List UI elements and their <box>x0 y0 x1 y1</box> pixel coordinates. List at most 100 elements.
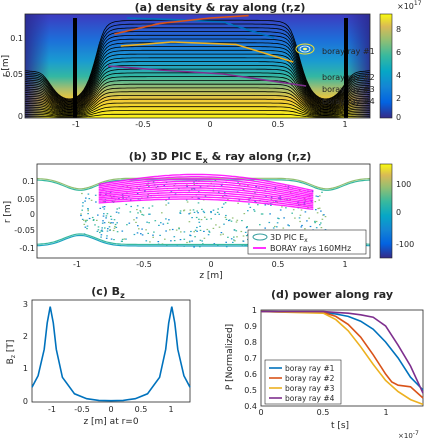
pic-dot <box>92 219 95 221</box>
panel-a-ytick: 0.1 <box>10 34 23 43</box>
pic-dot <box>102 215 105 217</box>
pic-dot <box>257 204 259 206</box>
pic-dot <box>216 211 219 213</box>
pic-dot <box>189 209 192 211</box>
pic-dot <box>100 230 102 232</box>
pic-dot <box>137 225 139 227</box>
pic-dot <box>168 197 170 199</box>
pic-dot <box>272 227 275 229</box>
pic-dot <box>233 236 235 238</box>
pic-dot <box>86 225 89 227</box>
pic-dot <box>193 246 195 248</box>
pic-dot <box>107 228 109 230</box>
pic-dot <box>299 214 302 216</box>
pic-dot <box>291 212 293 214</box>
pic-dot <box>185 199 188 201</box>
pic-dot <box>309 225 312 228</box>
pic-dot <box>195 216 198 219</box>
pic-dot <box>101 229 103 231</box>
pic-dot <box>270 204 272 206</box>
field-line <box>25 61 370 108</box>
field-line <box>25 38 370 103</box>
pic-dot <box>208 230 210 232</box>
pic-dot <box>222 233 224 235</box>
pic-dot <box>278 218 280 220</box>
panel-a-xtick: 0 <box>207 120 212 129</box>
pic-dot <box>303 203 306 205</box>
field-line <box>25 68 370 109</box>
pic-dot <box>161 212 163 214</box>
pic-dot <box>196 226 198 229</box>
pic-dot <box>204 195 207 197</box>
panel-a-xtick: 0.5 <box>272 120 285 129</box>
pic-dot <box>179 212 182 214</box>
pic-dot <box>235 230 238 232</box>
panel-c-ytick: 1 <box>23 364 28 373</box>
field-line <box>25 113 370 118</box>
pic-dot <box>86 228 88 230</box>
pic-dot <box>214 213 217 215</box>
pic-dot <box>137 212 139 214</box>
panel-c-frame <box>31 299 191 403</box>
pic-dot <box>191 240 193 242</box>
pic-dot <box>81 192 83 195</box>
pic-dot <box>197 197 200 199</box>
pic-dot <box>108 221 110 223</box>
pic-dot <box>129 187 132 189</box>
pic-dot <box>320 222 322 224</box>
pic-dot <box>149 213 151 215</box>
pic-dot <box>318 207 321 209</box>
panel-b-ytick: 0.1 <box>22 177 35 186</box>
pic-dot <box>255 186 257 188</box>
panel-b-legend: 3D PIC Ex BORAY rays 160MHz <box>247 229 367 255</box>
pic-dot <box>99 207 102 209</box>
pic-dot <box>162 223 165 225</box>
field-line <box>25 95 370 114</box>
field-line <box>25 110 370 117</box>
pic-dot <box>105 217 107 219</box>
pic-dot <box>221 206 224 208</box>
pic-dot <box>228 219 230 222</box>
svg-text:×10-7: ×10-7 <box>398 430 419 440</box>
pic-dot <box>103 222 106 224</box>
pic-dot <box>225 241 227 243</box>
pic-dot <box>270 196 273 198</box>
pic-dot <box>191 217 193 219</box>
pic-dot <box>236 219 239 221</box>
pic-dot <box>224 202 227 204</box>
panel-b-xtick: 0.5 <box>272 260 285 269</box>
colorbar-a-tick: 0 <box>396 113 401 122</box>
pic-dot <box>199 229 202 231</box>
panel-b-ytick: 0 <box>30 210 35 219</box>
bz-curve <box>31 306 191 402</box>
pic-dot <box>121 230 124 232</box>
pic-dot <box>80 213 82 215</box>
pic-dot <box>245 235 248 237</box>
pic-dot <box>199 225 201 227</box>
boray-ray-b <box>98 173 314 192</box>
pic-dot <box>140 233 142 235</box>
pic-dot <box>136 232 139 234</box>
pic-dot <box>104 227 106 229</box>
pic-dot <box>136 209 138 211</box>
pic-dot <box>106 213 109 215</box>
pic-dot <box>99 231 101 234</box>
pic-dot <box>125 203 128 206</box>
pic-dot <box>173 240 176 242</box>
pic-dot <box>100 234 103 236</box>
pic-dot <box>198 221 201 223</box>
pic-dot <box>81 209 83 211</box>
pic-dot <box>230 220 233 222</box>
pic-dot <box>109 222 112 224</box>
pic-dot <box>113 219 116 221</box>
pic-dot <box>158 224 160 226</box>
pic-dot <box>315 195 318 197</box>
pic-dot <box>315 209 317 211</box>
pic-dot <box>243 213 246 215</box>
pic-dot <box>100 236 102 238</box>
pic-dot <box>151 205 154 207</box>
pic-dot <box>165 218 167 220</box>
panel-c-ytick: 3 <box>23 300 28 309</box>
pic-dot <box>135 221 137 223</box>
pic-dot <box>109 229 111 231</box>
